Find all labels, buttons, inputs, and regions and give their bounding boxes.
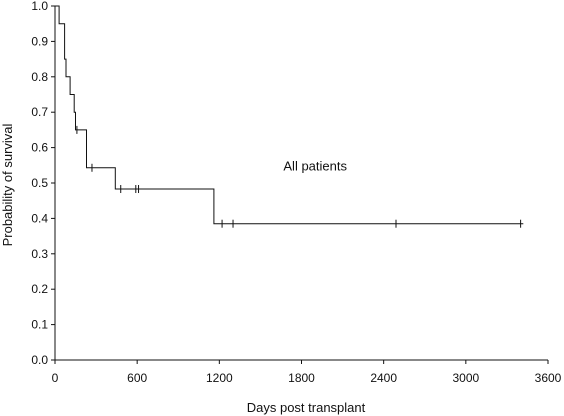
y-tick-label: 0.0 xyxy=(31,353,48,367)
y-tick-label: 0.9 xyxy=(31,34,48,48)
y-tick-label: 0.2 xyxy=(31,282,48,296)
annotation-all-patients: All patients xyxy=(283,159,347,174)
x-tick-label: 0 xyxy=(52,371,59,385)
x-axis-title: Days post transplant xyxy=(247,400,366,415)
x-tick-label: 600 xyxy=(127,371,147,385)
y-tick-label: 1.0 xyxy=(31,0,48,13)
y-tick-label: 0.4 xyxy=(31,211,48,225)
y-tick-label: 0.6 xyxy=(31,141,48,155)
y-tick-label: 0.8 xyxy=(31,70,48,84)
survival-step-line xyxy=(55,5,524,225)
y-tick-label: 0.7 xyxy=(31,105,48,119)
x-tick-label: 1200 xyxy=(206,371,233,385)
x-tick-label: 3000 xyxy=(452,371,479,385)
x-tick-label: 2400 xyxy=(370,371,397,385)
chart-axes: 0.0 0.1 0.2 0.3 0.4 0.5 0.6 0.7 0.8 0.9 1.0 0 600 120… xyxy=(31,0,561,385)
chart-series xyxy=(55,5,524,228)
y-tick-label: 0.5 xyxy=(31,176,48,190)
y-tick-label: 0.3 xyxy=(31,247,48,261)
y-tick-label: 0.1 xyxy=(31,318,48,332)
x-tick-label: 1800 xyxy=(288,371,315,385)
x-tick-label: 3600 xyxy=(535,371,562,385)
y-axis-title: Probability of survival xyxy=(0,123,15,246)
